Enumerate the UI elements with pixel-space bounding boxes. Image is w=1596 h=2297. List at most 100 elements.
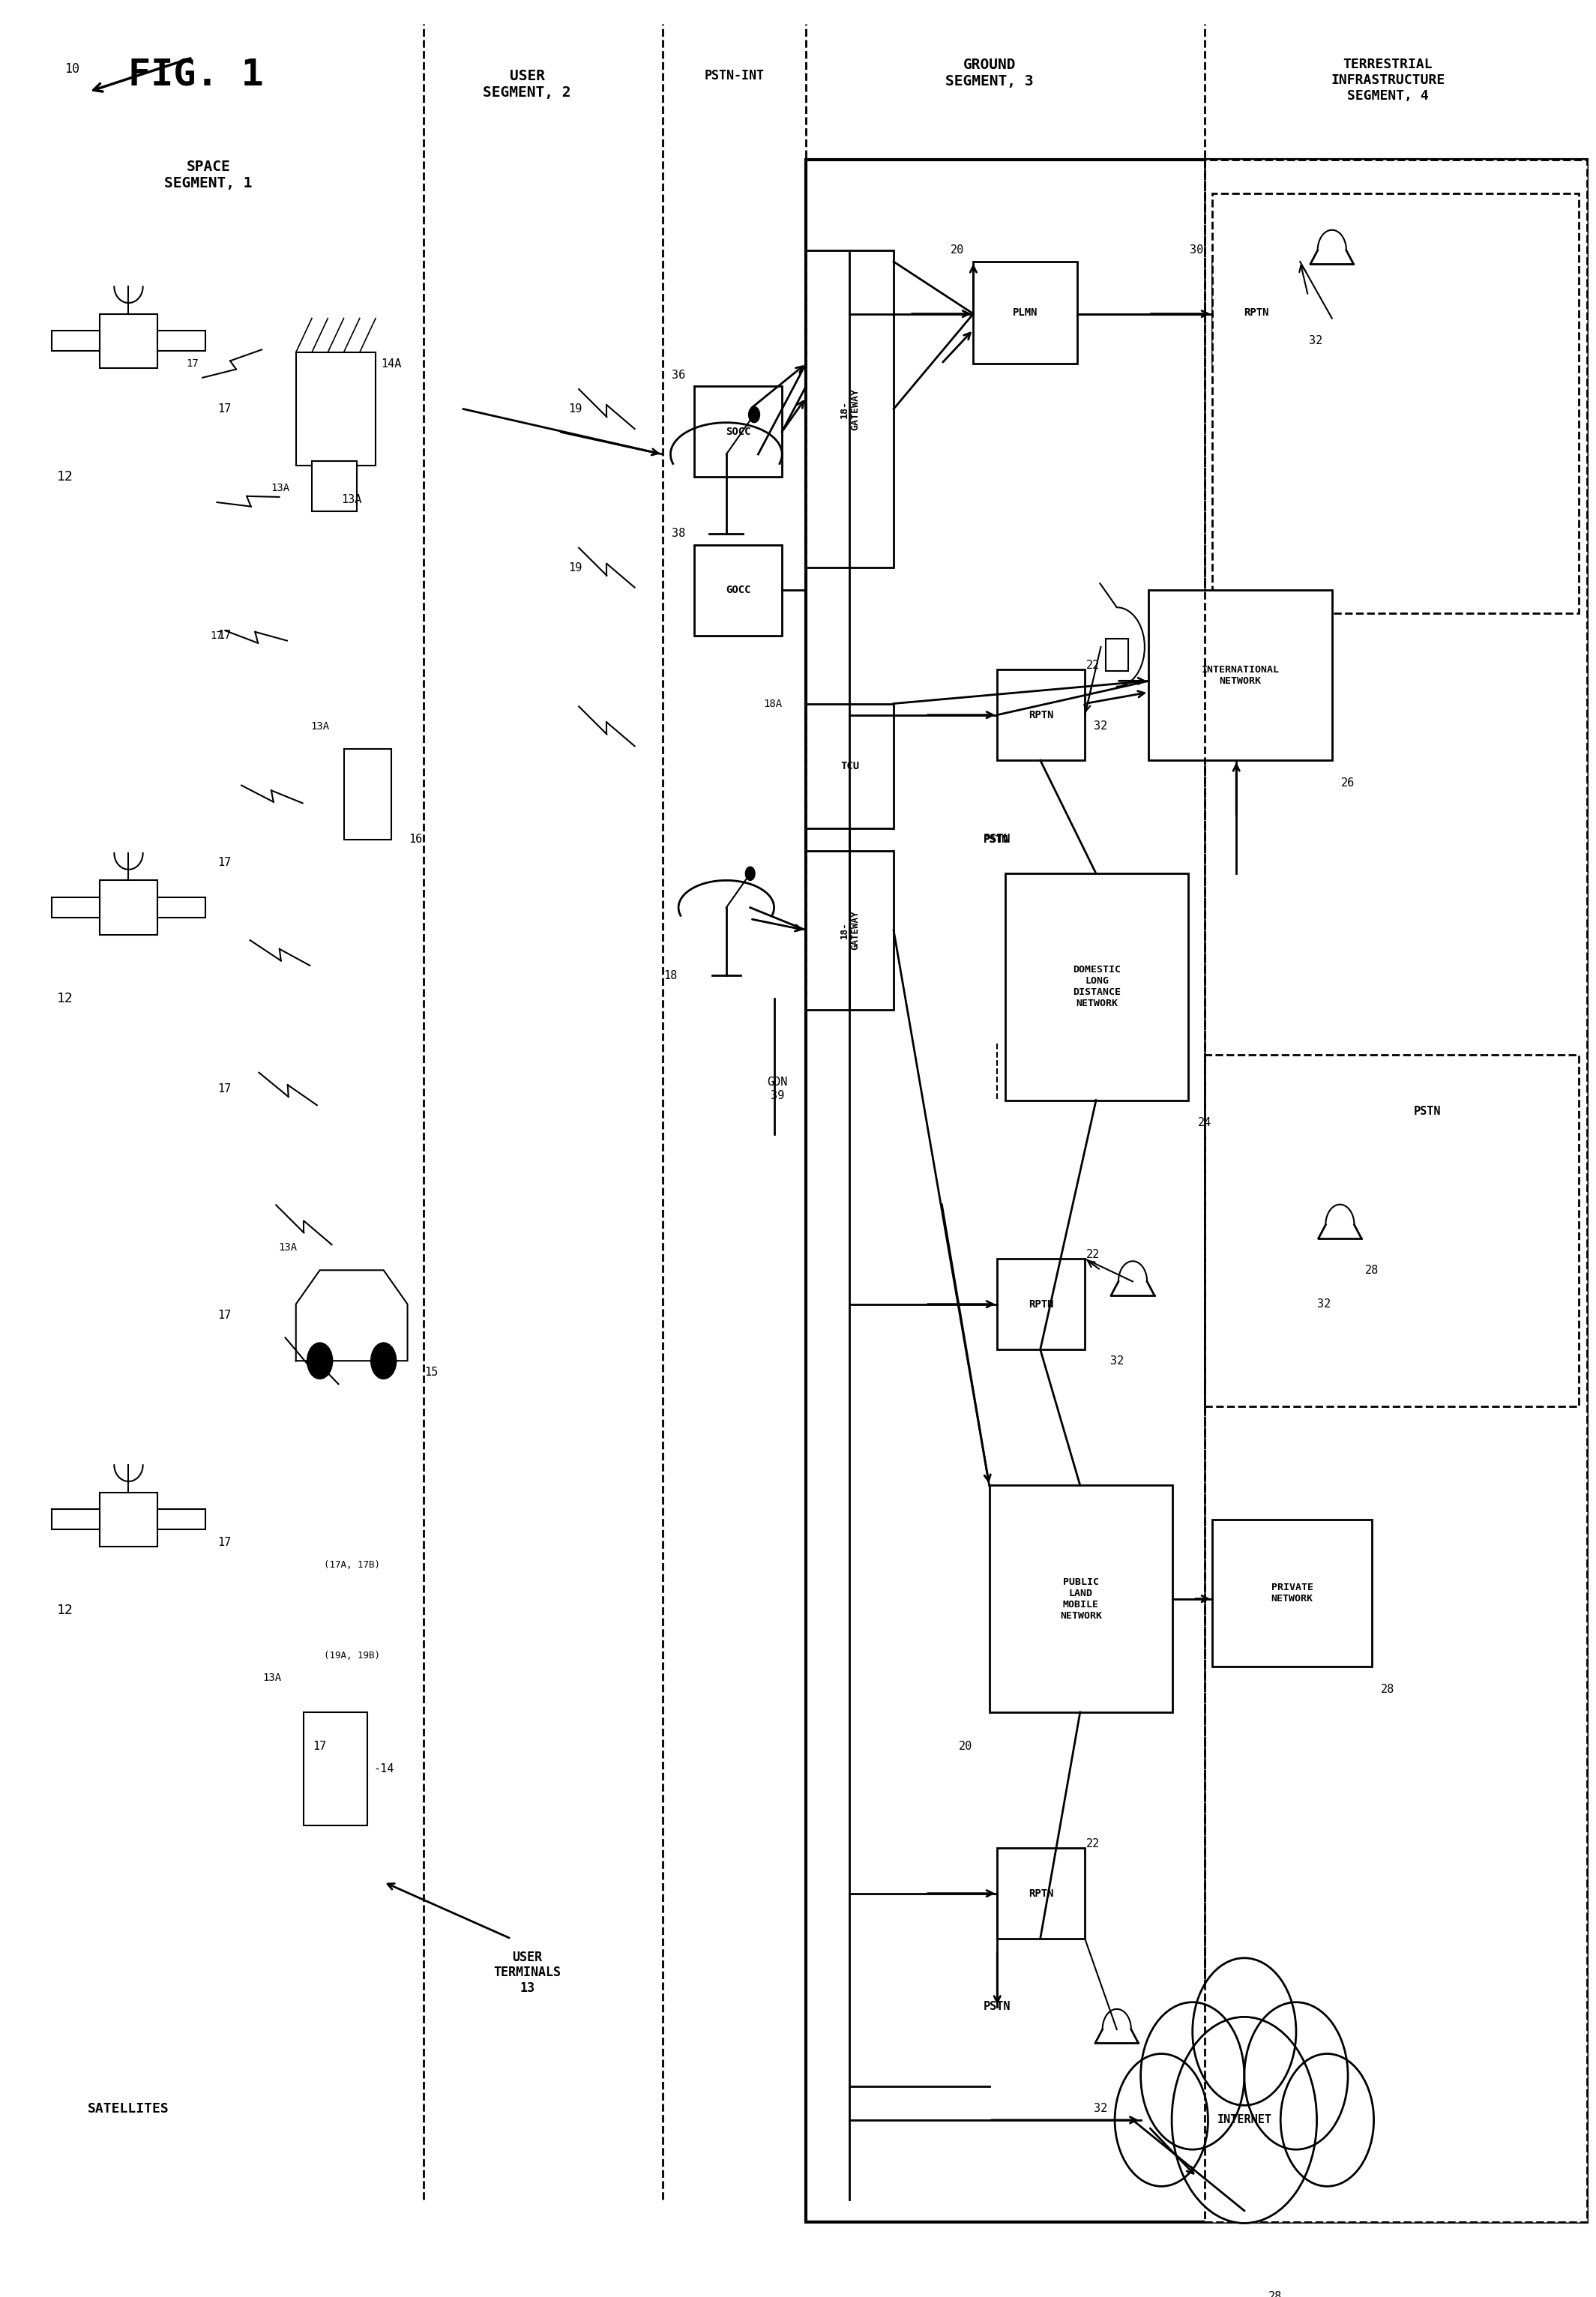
Bar — [990, 1486, 1173, 1711]
Text: 13A: 13A — [342, 494, 362, 505]
Text: RPTN: RPTN — [1028, 710, 1053, 721]
Bar — [53, 898, 101, 919]
Text: 17: 17 — [217, 1537, 231, 1548]
Text: 18-
GATEWAY: 18- GATEWAY — [839, 388, 860, 430]
Text: 17: 17 — [217, 404, 231, 413]
Circle shape — [370, 1344, 396, 1378]
Text: 18: 18 — [664, 969, 677, 981]
Text: 32: 32 — [1109, 1355, 1124, 1367]
Bar — [974, 262, 1077, 363]
Text: 13A: 13A — [279, 1243, 297, 1252]
Circle shape — [745, 866, 755, 880]
Text: USER
TERMINALS
13: USER TERMINALS 13 — [493, 1950, 560, 1996]
Circle shape — [749, 407, 760, 423]
Text: 20: 20 — [951, 246, 964, 255]
Text: INTERNET: INTERNET — [1216, 2116, 1272, 2125]
Text: 17: 17 — [217, 857, 231, 868]
Bar — [1149, 590, 1333, 760]
Text: DOMESTIC
LONG
DISTANCE
NETWORK: DOMESTIC LONG DISTANCE NETWORK — [1073, 965, 1120, 1008]
Circle shape — [1245, 2003, 1349, 2150]
Text: TCU: TCU — [841, 760, 859, 772]
Text: 17: 17 — [217, 1084, 231, 1093]
Text: PSTN-INT: PSTN-INT — [704, 69, 764, 83]
Circle shape — [1280, 2054, 1374, 2187]
Text: PRIVATE
NETWORK: PRIVATE NETWORK — [1270, 1583, 1314, 1603]
Text: PSTN: PSTN — [1414, 1105, 1441, 1116]
Text: 17: 17 — [187, 358, 198, 370]
Text: 12: 12 — [56, 471, 73, 485]
Text: SATELLITES: SATELLITES — [88, 2102, 169, 2116]
Text: 22: 22 — [1085, 1250, 1100, 1261]
Bar — [53, 331, 101, 351]
Text: 26: 26 — [1341, 776, 1355, 788]
Bar — [158, 331, 204, 351]
Text: PSTN: PSTN — [983, 834, 1010, 845]
Bar — [1205, 1054, 1578, 1406]
Bar — [158, 898, 204, 919]
Bar — [295, 351, 375, 466]
Circle shape — [1141, 2003, 1245, 2150]
Text: 13A: 13A — [271, 482, 289, 494]
Bar — [998, 671, 1085, 760]
Text: 14A: 14A — [381, 358, 402, 370]
Bar — [998, 1259, 1085, 1351]
Text: 17: 17 — [313, 1741, 327, 1753]
Text: 32: 32 — [1317, 1298, 1331, 1309]
Bar — [343, 749, 391, 841]
Text: 18-
GATEWAY: 18- GATEWAY — [839, 910, 860, 951]
Text: PUBLIC
LAND
MOBILE
NETWORK: PUBLIC LAND MOBILE NETWORK — [1060, 1578, 1101, 1619]
Text: 28: 28 — [1269, 2290, 1282, 2297]
Bar — [53, 1509, 101, 1530]
Text: INTERNATIONAL
NETWORK: INTERNATIONAL NETWORK — [1202, 664, 1280, 687]
Text: 16: 16 — [409, 834, 423, 845]
Text: 12: 12 — [56, 992, 73, 1006]
Text: SPACE
SEGMENT, 1: SPACE SEGMENT, 1 — [164, 161, 252, 191]
Bar — [1106, 639, 1128, 671]
Text: -14: -14 — [373, 1764, 394, 1773]
Text: 19: 19 — [568, 404, 581, 413]
Text: PSTN: PSTN — [983, 2001, 1010, 2012]
Bar — [303, 1711, 367, 1826]
Bar — [1005, 873, 1189, 1100]
Bar — [1213, 262, 1301, 363]
Text: 28: 28 — [1365, 1266, 1379, 1275]
Text: 32: 32 — [1093, 721, 1108, 733]
Polygon shape — [295, 1270, 407, 1360]
Text: 17: 17 — [217, 1309, 231, 1321]
Text: GDN
39: GDN 39 — [768, 1077, 787, 1100]
Bar — [694, 386, 782, 478]
Text: (17A, 17B): (17A, 17B) — [324, 1560, 380, 1569]
Text: 19: 19 — [568, 563, 581, 574]
Text: RPTN: RPTN — [1243, 308, 1269, 317]
Bar — [101, 1493, 158, 1546]
Text: 22: 22 — [1085, 1838, 1100, 1849]
Text: FIG. 1: FIG. 1 — [129, 57, 263, 94]
Text: RPTN: RPTN — [1028, 1888, 1053, 1900]
Bar — [998, 1849, 1085, 1939]
Circle shape — [1192, 1957, 1296, 2106]
Bar — [806, 250, 894, 567]
Text: (19A, 19B): (19A, 19B) — [324, 1652, 380, 1661]
Text: 17: 17 — [217, 629, 231, 641]
Text: 32: 32 — [1309, 335, 1323, 347]
Bar — [101, 315, 158, 368]
Text: 15: 15 — [425, 1367, 439, 1378]
Text: TERRESTRIAL
INFRASTRUCTURE
SEGMENT, 4: TERRESTRIAL INFRASTRUCTURE SEGMENT, 4 — [1331, 57, 1444, 103]
Text: 13A: 13A — [263, 1672, 281, 1684]
Text: 10: 10 — [65, 62, 80, 76]
Bar — [806, 703, 894, 829]
Bar — [311, 462, 356, 510]
Circle shape — [1114, 2054, 1208, 2187]
Bar — [694, 544, 782, 636]
Text: 22: 22 — [1085, 659, 1100, 671]
Text: SOCC: SOCC — [726, 427, 750, 436]
Text: 32: 32 — [1093, 2104, 1108, 2113]
Bar — [806, 161, 1586, 2221]
Bar — [1205, 161, 1586, 2221]
Circle shape — [306, 1344, 332, 1378]
Text: 36: 36 — [672, 370, 685, 381]
Text: 28: 28 — [1381, 1684, 1395, 1695]
Text: 18A: 18A — [763, 698, 782, 710]
Text: 20: 20 — [959, 1741, 972, 1753]
Text: RPTN: RPTN — [1028, 1298, 1053, 1309]
